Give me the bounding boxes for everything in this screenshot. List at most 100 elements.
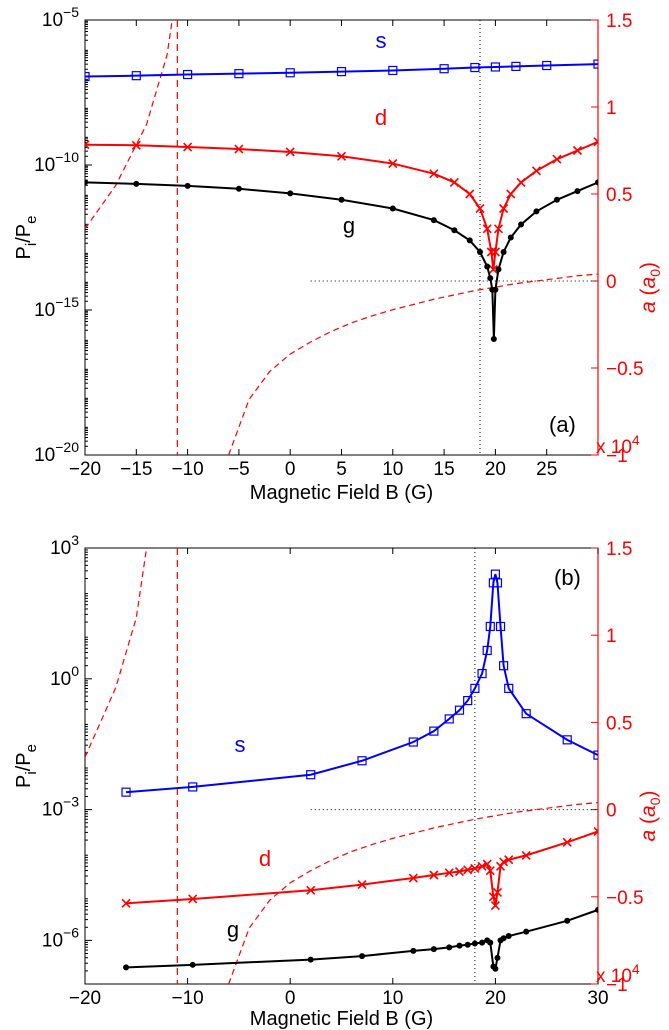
series-d-marker — [593, 137, 598, 147]
series-g-marker — [487, 275, 494, 282]
right-tick-label: 0.5 — [606, 185, 632, 206]
series-g-marker — [85, 179, 88, 186]
x-tick-label: −20 — [69, 988, 101, 1009]
x-tick-label: 20 — [485, 988, 506, 1009]
series-g-marker — [184, 182, 191, 189]
series-d-marker — [531, 166, 542, 176]
series-s-marker — [495, 621, 506, 632]
series-d-marker — [506, 189, 516, 199]
series-g-marker — [533, 208, 540, 215]
y-tick-label: 10−3 — [42, 794, 79, 821]
series-d-marker — [482, 859, 492, 869]
series-s-marker — [131, 71, 141, 81]
right-tick-label: 0.5 — [606, 713, 632, 734]
series-d-marker — [470, 863, 480, 874]
x-axis-label: Magnetic Field B (G) — [250, 1008, 433, 1030]
right-tick-label: −0.5 — [606, 359, 644, 380]
series-g-marker — [523, 928, 530, 935]
series-g-marker — [574, 188, 581, 195]
series-g-marker — [500, 249, 507, 255]
series-s-marker — [188, 782, 198, 792]
series-g-marker — [595, 179, 598, 186]
series-s-marker — [482, 645, 492, 656]
series-s-marker — [439, 64, 449, 74]
series-d-marker — [429, 870, 439, 880]
x-tick-label: −15 — [120, 459, 152, 480]
series-d-marker — [388, 158, 398, 169]
series-d-marker — [486, 247, 496, 257]
series-s-marker — [490, 569, 500, 579]
y-tick-label: 10−5 — [42, 4, 79, 31]
series-s-marker — [492, 578, 503, 588]
series-d-marker — [454, 866, 465, 877]
series-g-marker — [307, 956, 314, 963]
series-d-line — [125, 830, 598, 906]
series-g-marker — [430, 946, 437, 953]
series-d-marker — [477, 861, 487, 871]
series-s-label: s — [235, 732, 246, 757]
series-g-marker — [446, 944, 453, 951]
series-s-marker — [408, 737, 418, 747]
series-d-marker — [336, 151, 347, 161]
series-d-marker — [593, 826, 598, 836]
series-s-marker — [593, 59, 598, 69]
series-d-marker — [485, 866, 495, 876]
series-d-marker — [521, 850, 531, 860]
series-g-marker — [123, 964, 130, 971]
series-g-marker — [464, 941, 471, 948]
right-tick-label: 1.5 — [606, 539, 632, 560]
right-tick-label: 0 — [606, 801, 617, 822]
series-d-marker — [516, 177, 526, 187]
x-tick-label: 0 — [285, 459, 296, 480]
series-d-marker — [562, 837, 572, 847]
series-g-marker — [456, 942, 463, 949]
series-d-marker — [121, 898, 131, 908]
series-s-line — [125, 573, 598, 794]
series-d-marker — [449, 177, 459, 187]
series-d-marker — [490, 900, 500, 911]
series-g-marker — [500, 935, 507, 942]
x-tick-label: 10 — [382, 988, 403, 1009]
scattering-length-branch-left — [85, 548, 148, 758]
series-g-marker — [553, 196, 560, 203]
series-d-marker — [499, 857, 509, 867]
series-s-marker — [429, 726, 439, 736]
x-tick-label: −20 — [69, 459, 101, 480]
plot-frame — [84, 19, 599, 456]
series-d-marker — [488, 264, 498, 274]
scattering-length-branch-right — [228, 802, 598, 984]
series-s-marker — [234, 69, 244, 79]
right-tick-label: 1 — [606, 98, 617, 119]
x-tick-label: 5 — [336, 459, 347, 480]
right-axis-multiplier: x 104 — [596, 432, 640, 458]
right-axis-label: a (a0) — [637, 791, 663, 842]
series-s-label: s — [376, 28, 387, 53]
scattering-length-branch-left — [85, 20, 173, 230]
series-s-marker — [470, 683, 480, 693]
x-tick-label: 0 — [285, 988, 296, 1009]
y-tick-label: 10−6 — [42, 924, 79, 951]
series-g-marker — [359, 953, 366, 960]
y-tick-label: 10−20 — [34, 439, 79, 466]
scattering-length-branch-right — [228, 273, 598, 455]
series-g-marker — [484, 263, 491, 270]
series-d-marker — [499, 203, 509, 214]
series-g-marker — [492, 965, 499, 972]
right-tick-label: 1 — [606, 626, 617, 647]
series-d-marker — [492, 887, 503, 898]
panel-b: −20 −10 0 10 20 30 10−6 10−3 100 103 1.5 1 0.5 0 −0.5 −… — [13, 532, 663, 1030]
x-tick-label: 10 — [382, 459, 403, 480]
series-d-marker — [463, 865, 473, 875]
series-g-marker — [410, 947, 417, 954]
x-tick-label: 30 — [587, 988, 608, 1009]
series-s-marker — [485, 621, 495, 632]
series-g-marker — [477, 249, 484, 255]
y-axis-label: Pi/Pe — [13, 744, 40, 788]
series-s-marker — [357, 756, 367, 766]
series-g-marker — [490, 336, 497, 342]
series-g-marker — [235, 185, 242, 192]
y-tick-label: 103 — [50, 532, 79, 559]
series-g-marker — [492, 286, 499, 293]
series-d-marker — [429, 169, 439, 179]
plot-area — [85, 548, 598, 984]
